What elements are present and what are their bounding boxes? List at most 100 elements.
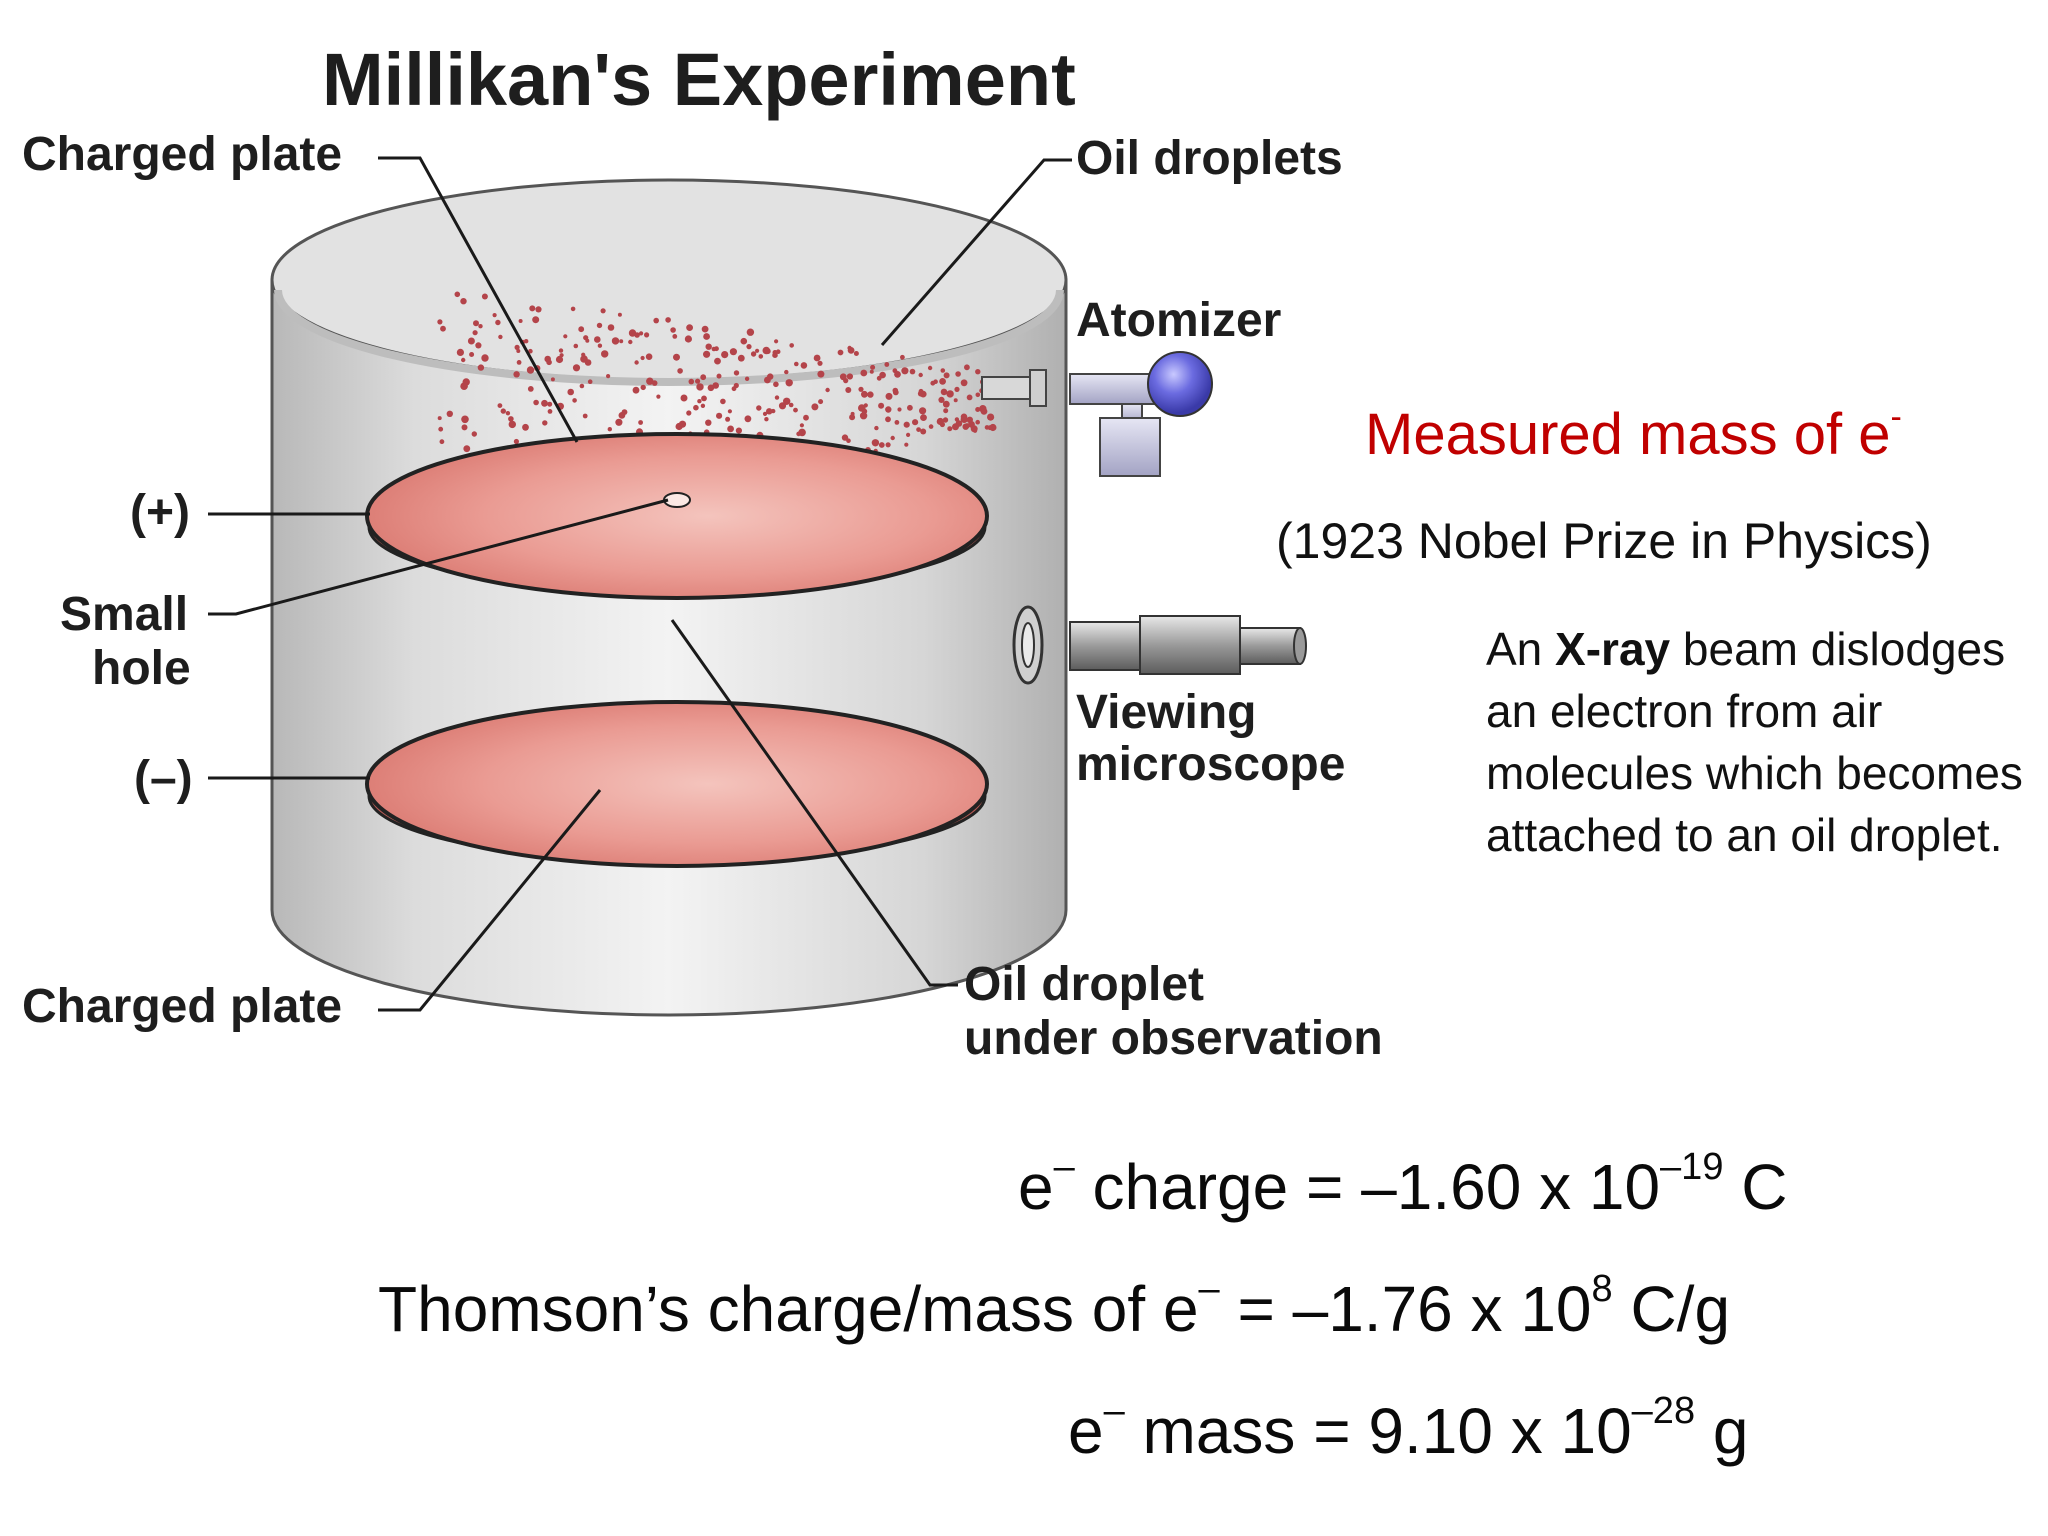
oil-droplet: [860, 369, 868, 377]
cylinder-body: [270, 278, 1068, 1017]
oil-droplet: [550, 377, 555, 382]
oil-droplet: [947, 426, 953, 432]
oil-droplet: [601, 350, 609, 358]
oil-droplet: [746, 328, 755, 336]
eq-mass-exp: –28: [1631, 1390, 1696, 1432]
oil-droplet: [904, 442, 909, 447]
oil-droplet: [737, 354, 745, 362]
oil-droplet: [750, 351, 757, 357]
oil-droplet: [870, 364, 876, 370]
oil-droplet: [878, 442, 885, 448]
label-minus: (–): [134, 752, 193, 805]
oil-droplet: [656, 394, 661, 399]
oil-droplet: [746, 344, 752, 350]
oil-droplet: [767, 373, 774, 380]
oil-droplet: [839, 373, 847, 381]
oil-droplet: [954, 386, 960, 392]
oil-droplet: [861, 390, 868, 398]
oil-droplet: [573, 343, 579, 349]
oil-droplet: [675, 422, 683, 431]
oil-droplet: [920, 428, 927, 435]
oil-droplet: [906, 432, 911, 437]
oil-droplet: [989, 423, 997, 432]
label-plus: (+): [130, 486, 190, 539]
oil-droplet: [755, 348, 760, 353]
oil-droplet: [688, 378, 695, 385]
oil-droplet: [744, 376, 750, 381]
oil-droplet: [632, 386, 640, 394]
oil-droplet: [788, 402, 794, 408]
oil-droplet: [897, 407, 902, 412]
oil-droplet: [711, 346, 717, 352]
oil-droplet: [966, 394, 973, 401]
oil-droplet: [524, 339, 529, 344]
oil-droplet: [473, 320, 479, 327]
oil-droplet: [825, 387, 830, 393]
oil-droplet: [527, 386, 534, 392]
oil-droplet: [798, 428, 806, 437]
oil-droplet: [863, 403, 868, 408]
positive-plate: [365, 432, 989, 600]
oil-droplet: [705, 419, 712, 426]
oil-droplet: [535, 306, 542, 313]
eq-charge-e: e: [1018, 1151, 1054, 1223]
oil-droplet: [700, 374, 707, 381]
label-small-hole-2: hole: [92, 642, 191, 695]
oil-droplet: [960, 379, 968, 387]
oil-droplet: [954, 417, 960, 422]
oil-droplet: [847, 347, 855, 354]
label-observed-1: Oil droplet: [964, 958, 1204, 1011]
oil-droplet: [744, 415, 752, 423]
oil-droplet: [818, 399, 824, 405]
oil-droplet: [594, 336, 601, 343]
oil-droplet: [878, 402, 885, 409]
xray-pre: An: [1486, 623, 1556, 675]
oil-droplet: [764, 348, 771, 355]
oil-droplet: [783, 397, 791, 405]
oil-droplet: [927, 365, 933, 371]
eq-charge-unit: C: [1723, 1151, 1788, 1223]
oil-droplet: [845, 387, 852, 393]
oil-droplet: [619, 339, 624, 344]
cylinder-top-rim: [270, 178, 1068, 382]
label-viewing-1: Viewing: [1076, 686, 1257, 739]
oil-droplet: [680, 394, 688, 402]
oil-droplet: [892, 389, 899, 396]
oil-droplet: [885, 392, 893, 400]
oil-droplet: [939, 378, 946, 385]
oil-droplet: [940, 388, 948, 396]
oil-droplet: [597, 343, 603, 348]
oil-droplet: [703, 333, 710, 340]
oil-droplet: [964, 364, 970, 371]
oil-droplet: [758, 354, 764, 359]
oil-droplet: [933, 379, 938, 385]
oil-droplet: [774, 395, 780, 400]
oil-droplet: [789, 343, 794, 348]
oil-droplet: [492, 313, 497, 318]
oil-droplet: [645, 353, 653, 361]
oil-droplet: [522, 423, 529, 431]
oil-droplet: [526, 366, 535, 374]
oil-droplet: [454, 291, 461, 298]
oil-droplet: [703, 350, 711, 358]
oil-droplet: [975, 407, 981, 412]
oil-droplet: [773, 381, 779, 388]
oil-droplet: [803, 414, 809, 421]
xray-description: An X-ray beam dislodges an electron from…: [1486, 618, 2026, 866]
oil-droplet: [943, 372, 950, 379]
oil-droplet: [640, 355, 645, 361]
oil-droplet: [785, 379, 793, 387]
eq-charge-text: charge = –1.60 x 10: [1074, 1151, 1661, 1223]
oil-droplet: [907, 404, 913, 411]
oil-droplet: [440, 325, 446, 332]
oil-droplet: [582, 413, 588, 419]
oil-droplet: [953, 398, 958, 403]
oil-droplet: [731, 386, 737, 392]
oil-droplet: [463, 445, 471, 453]
oil-droplet: [900, 354, 905, 360]
oil-droplet: [583, 335, 589, 341]
oil-droplet: [740, 337, 748, 345]
equation-electron-mass: e– mass = 9.10 x 10–28 g: [1068, 1392, 1748, 1468]
oil-droplet: [766, 408, 773, 415]
oil-droplet: [885, 416, 891, 423]
